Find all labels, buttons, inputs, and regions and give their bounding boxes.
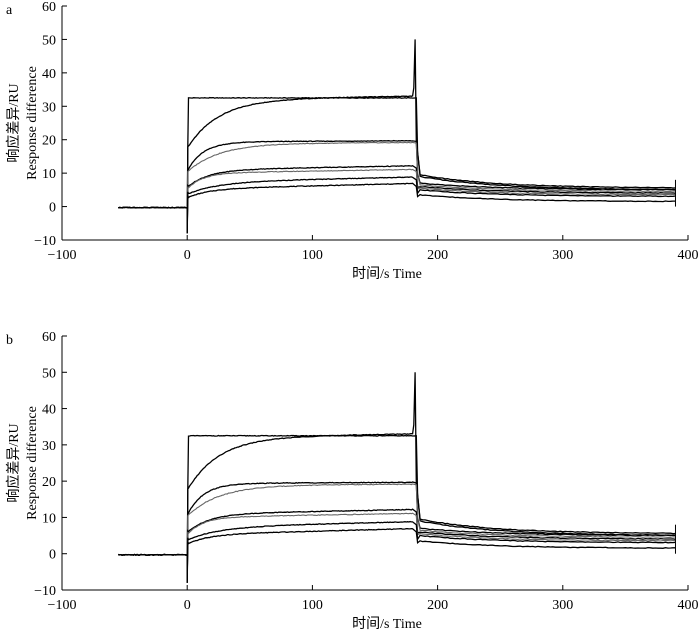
sensorgram-curve xyxy=(118,39,676,234)
sensorgram-curve xyxy=(118,508,676,583)
y-tick-label: −10 xyxy=(34,584,56,599)
sensorgram-curve xyxy=(118,141,676,227)
x-tick-label: 100 xyxy=(302,248,323,263)
x-tick-label: 300 xyxy=(552,598,573,613)
y-tick-label: 10 xyxy=(42,167,56,182)
y-tick-label: 0 xyxy=(49,201,56,216)
x-tick-label: 400 xyxy=(678,598,699,613)
sensorgram-curve xyxy=(118,168,676,227)
y-tick-label: 40 xyxy=(42,67,56,82)
y-tick-label: 20 xyxy=(42,134,56,149)
sensorgram-curve xyxy=(118,182,676,227)
y-tick-label: 20 xyxy=(42,475,56,490)
x-tick-label: 0 xyxy=(184,598,191,613)
sensorgram-curve xyxy=(118,520,676,583)
y-tick-label: 30 xyxy=(42,100,56,115)
sensorgram-curve xyxy=(118,164,676,234)
x-tick-label: −100 xyxy=(48,248,77,263)
sensorgram-curve xyxy=(118,372,676,583)
y-tick-label: 0 xyxy=(49,548,56,563)
sensorgram-curve xyxy=(118,176,676,234)
x-tick-label: 300 xyxy=(552,248,573,263)
panel-label: b xyxy=(6,333,13,348)
x-tick-label: −100 xyxy=(48,598,77,613)
x-tick-label: 100 xyxy=(302,598,323,613)
y-tick-label: 30 xyxy=(42,439,56,454)
sensorgram-curve xyxy=(118,96,676,227)
sensorgram-curve xyxy=(118,481,676,583)
sensorgram-curve xyxy=(118,527,676,576)
x-tick-label: 200 xyxy=(427,248,448,263)
y-axis-title-en: Response difference xyxy=(25,66,40,180)
y-tick-label: −10 xyxy=(34,234,56,249)
x-tick-label: 0 xyxy=(184,248,191,263)
sensorgram-curve xyxy=(118,139,676,234)
y-axis-title-cn: 响应差异/RU xyxy=(5,83,22,162)
y-tick-label: 60 xyxy=(42,330,56,345)
y-tick-label: 60 xyxy=(42,0,56,15)
sensorgram-curve xyxy=(118,512,676,576)
x-tick-label: 200 xyxy=(427,598,448,613)
y-axis-title-en: Response difference xyxy=(25,406,40,520)
x-axis-title: 时间/s Time xyxy=(352,266,422,282)
x-tick-label: 400 xyxy=(678,248,699,263)
x-axis-title: 时间/s Time xyxy=(352,616,422,632)
sensorgram-curve xyxy=(118,434,676,576)
y-tick-label: 40 xyxy=(42,403,56,418)
sensorgram-curve xyxy=(118,483,676,576)
panel-label: a xyxy=(6,3,13,18)
y-axis-title-cn: 响应差异/RU xyxy=(5,423,22,502)
y-tick-label: 50 xyxy=(42,366,56,381)
y-tick-label: 50 xyxy=(42,33,56,48)
y-tick-label: 10 xyxy=(42,511,56,526)
